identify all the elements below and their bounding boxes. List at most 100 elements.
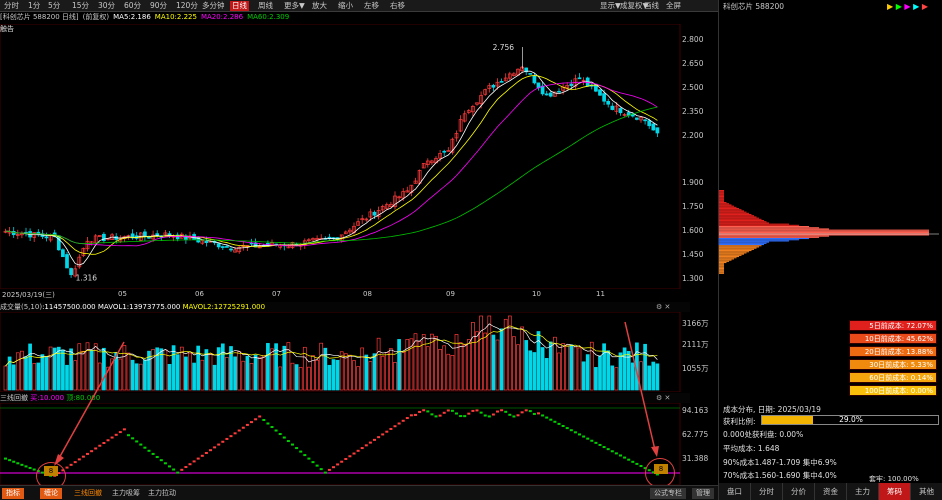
bottom-right-tab-1[interactable]: 管理 — [692, 488, 714, 499]
period-button-12[interactable]: 放大 — [312, 1, 327, 10]
indicator-dot — [159, 459, 163, 462]
period-button-8[interactable]: 多分钟 — [202, 1, 225, 10]
volume-bar — [553, 336, 557, 391]
price-chart[interactable]: 2.756 1.316 — [0, 24, 718, 289]
period-button-6[interactable]: 90分 — [150, 1, 168, 10]
chip-bar — [719, 259, 732, 261]
period-button-10[interactable]: 周线 — [258, 1, 273, 10]
profit-bar-fill — [762, 416, 814, 424]
bottom-tab-4[interactable]: 主力拉动 — [148, 489, 176, 497]
volume-chart[interactable] — [0, 312, 718, 392]
indicator-dot — [262, 418, 266, 421]
bottom-tab-3[interactable]: 主力吸筹 — [112, 489, 140, 497]
chip-bar — [719, 212, 749, 214]
volume-bar — [110, 358, 114, 391]
dist-date: 成本分布, 日期: 2025/03/19 — [723, 405, 821, 414]
volume-bar — [475, 331, 479, 391]
indicator-dot — [114, 433, 118, 436]
indicator-chart[interactable] — [0, 403, 718, 485]
volume-bar — [618, 352, 623, 391]
toolbar-right-button-2[interactable]: 画线 — [644, 1, 659, 10]
right-tab-3[interactable]: 资金 — [814, 483, 846, 500]
indicator-dot — [610, 450, 614, 453]
bottom-tab-1[interactable]: 缠论 — [40, 488, 62, 499]
volume-settings-icon[interactable]: ⚙ ✕ — [656, 303, 671, 311]
chip-row-5[interactable]: 100日前成本: 0.00% — [849, 385, 937, 396]
period-button-11[interactable]: 更多▼ — [284, 1, 305, 10]
chip-bar — [719, 226, 809, 228]
period-button-15[interactable]: 右移 — [390, 1, 405, 10]
chip-bar — [719, 228, 829, 230]
bottom-tab-2[interactable]: 三线回撤 — [74, 489, 102, 497]
volume-bar — [15, 352, 20, 391]
right-tab-0[interactable]: 盘口 — [718, 483, 750, 500]
candle — [11, 230, 16, 236]
chip-bar — [719, 208, 739, 210]
volume-bar — [409, 338, 414, 391]
chip-row-3[interactable]: 30日前成本: 5.33% — [849, 359, 937, 370]
indicator-dot — [438, 414, 442, 417]
chip-row-2[interactable]: 20日前成本: 13.88% — [849, 346, 937, 357]
volume-bar — [630, 362, 635, 391]
period-button-7[interactable]: 120分 — [176, 1, 198, 10]
bottom-right-tab-0[interactable]: 公式专栏 — [650, 488, 686, 499]
right-tab-2[interactable]: 分价 — [782, 483, 814, 500]
indicator-dot — [303, 454, 307, 457]
volume-bar — [466, 339, 471, 391]
volume-bar — [167, 363, 172, 391]
candle — [462, 113, 467, 122]
indicator-dot — [94, 447, 98, 450]
toolbar-right-button-1[interactable]: 成复权▼ — [620, 1, 649, 10]
period-button-0[interactable]: 分时 — [4, 1, 19, 10]
candle — [557, 90, 561, 93]
volume-bar — [69, 348, 73, 391]
candle — [466, 110, 471, 113]
right-tab-6[interactable]: 其他 — [910, 483, 942, 500]
chip-bar — [719, 222, 769, 224]
chip-distribution-chart — [719, 190, 939, 274]
volume-bar — [3, 365, 8, 391]
chip-bar — [719, 265, 724, 267]
indicator-settings-icon[interactable]: ⚙ ✕ — [656, 394, 671, 402]
period-button-9[interactable]: 日线 — [230, 1, 249, 11]
volume-bar — [581, 361, 586, 391]
chip-bar — [719, 272, 724, 274]
volume-bar — [384, 352, 389, 391]
adjust-label[interactable]: (前复权) — [82, 13, 110, 21]
period-button-4[interactable]: 30分 — [98, 1, 116, 10]
chip-bar — [719, 266, 724, 268]
period-button-14[interactable]: 左移 — [364, 1, 379, 10]
volume-bar — [241, 360, 246, 391]
toolbar-right-button-0[interactable]: 显示▼ — [600, 1, 621, 10]
price-tick: 2.650 — [682, 58, 704, 68]
right-tab-1[interactable]: 分时 — [750, 483, 782, 500]
period-button-13[interactable]: 缩小 — [338, 1, 353, 10]
chip-row-1[interactable]: 10日前成本: 45.62% — [849, 333, 937, 344]
indicator-dot — [508, 413, 512, 416]
volume-tick: 2111万 — [682, 340, 709, 349]
chip-row-0[interactable]: 5日前成本: 72.07% — [849, 320, 937, 331]
toolbar-right-button-3[interactable]: 全屏 — [666, 1, 681, 10]
vol-value: :11457500.000 — [42, 303, 96, 311]
chip-bar — [719, 236, 819, 238]
period-button-2[interactable]: 5分 — [48, 1, 61, 10]
indicator-dot — [221, 440, 225, 443]
arrow-icons[interactable]: ▶ ▶ ▶ ▶ ▶ — [887, 2, 928, 11]
period-button-1[interactable]: 1分 — [28, 1, 41, 10]
candle — [458, 119, 463, 132]
right-tab-4[interactable]: 主力 — [846, 483, 878, 500]
indicator-dot — [565, 427, 569, 430]
indicator-dot — [12, 460, 16, 463]
candle — [343, 231, 348, 235]
indicator-dot — [176, 471, 180, 474]
right-tab-5[interactable]: 筹码 — [878, 483, 910, 500]
indicator-tick: 31.388 — [682, 454, 709, 463]
candle — [565, 84, 570, 89]
indicator-dot — [291, 443, 294, 446]
right-panel-title: 科创芯片 588200 — [723, 2, 785, 11]
chip-row-4[interactable]: 60日前成本: 0.14% — [849, 372, 937, 383]
period-button-5[interactable]: 60分 — [124, 1, 142, 10]
bottom-tab-0[interactable]: 指标 — [2, 488, 24, 499]
chip-bar — [719, 245, 762, 247]
period-button-3[interactable]: 15分 — [72, 1, 90, 10]
